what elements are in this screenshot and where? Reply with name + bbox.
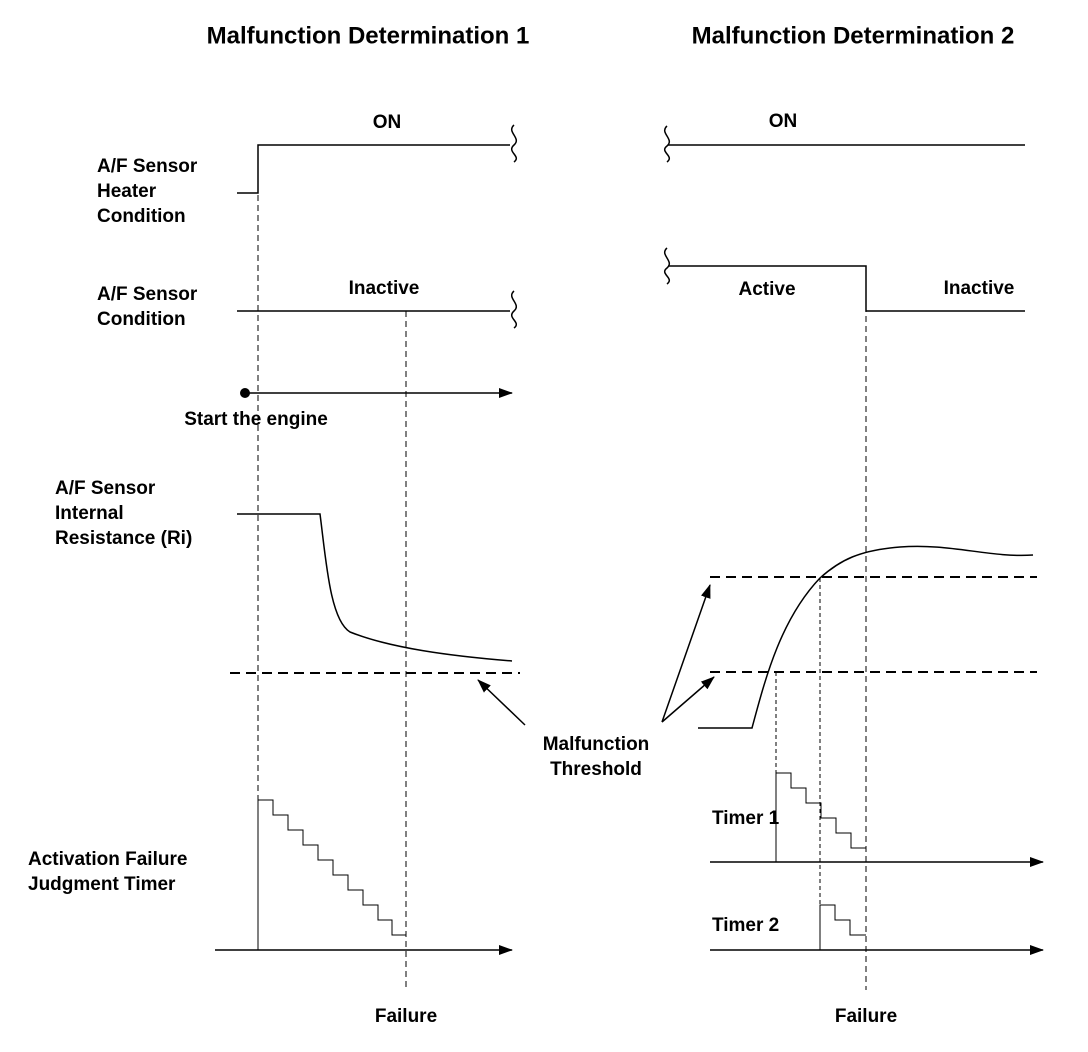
state: Inactive bbox=[349, 278, 420, 299]
state: ON bbox=[373, 112, 402, 133]
label: Failure bbox=[375, 1006, 437, 1027]
label: A/F Sensor bbox=[55, 478, 156, 499]
left-graphics bbox=[215, 124, 526, 990]
label: A/F Sensor bbox=[97, 156, 198, 177]
label: Malfunction bbox=[543, 734, 650, 755]
label: Heater bbox=[97, 181, 157, 202]
state: ON bbox=[769, 111, 798, 132]
state: Inactive bbox=[944, 278, 1015, 299]
label: Judgment Timer bbox=[28, 874, 176, 895]
label: Resistance (Ri) bbox=[55, 528, 192, 549]
label: Timer 1 bbox=[712, 808, 780, 829]
label: Condition bbox=[97, 309, 186, 330]
label: Failure bbox=[835, 1006, 897, 1027]
label: Activation Failure bbox=[28, 849, 187, 870]
label: A/F Sensor bbox=[97, 284, 198, 305]
label: Internal bbox=[55, 503, 124, 524]
label: Condition bbox=[97, 206, 186, 227]
state: Active bbox=[738, 279, 795, 300]
label: Start the engine bbox=[184, 409, 328, 430]
label: Timer 2 bbox=[712, 915, 779, 936]
title: Malfunction Determination 1 bbox=[207, 22, 530, 49]
title: Malfunction Determination 2 bbox=[692, 22, 1015, 49]
right-graphics bbox=[661, 125, 1044, 990]
label: Threshold bbox=[550, 759, 642, 780]
